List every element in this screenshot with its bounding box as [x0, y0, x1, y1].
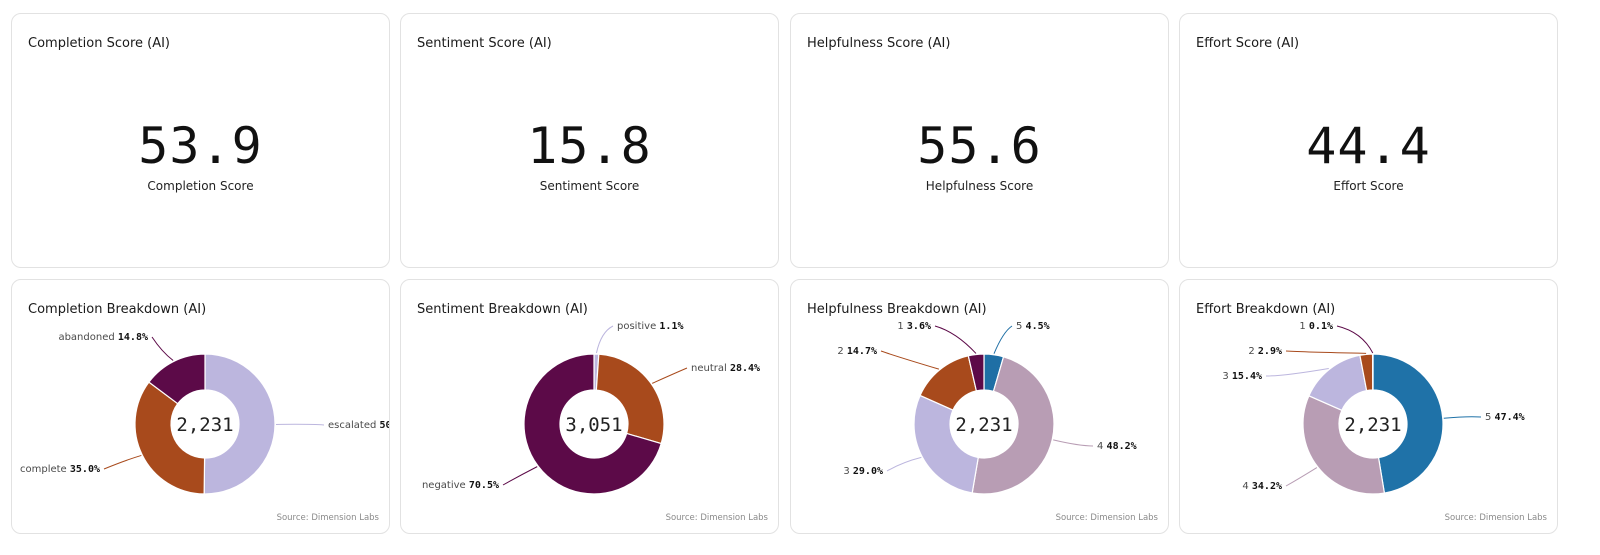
breakdown-card-sentiment: Sentiment Breakdown (AI) positive 1.1% ne…: [400, 279, 779, 534]
leader-line: [652, 367, 688, 384]
leader-line: [934, 325, 977, 354]
donut-slice: [971, 356, 1055, 495]
leader-line: [1265, 367, 1329, 377]
card-title: Helpfulness Breakdown (AI): [807, 302, 987, 317]
leader-line: [1336, 325, 1374, 354]
source-note: Source: Dimension Labs: [665, 513, 768, 523]
slice-label: 3 15.4%: [1222, 371, 1262, 382]
leader-line: [103, 454, 142, 470]
score-value: 15.8: [527, 117, 652, 175]
score-card-completion: Completion Score (AI) 53.9 Completion Sc…: [11, 13, 390, 268]
leader-line: [595, 325, 614, 354]
donut-chart: escalated 50. complete 35.0% abandoned 14.…: [20, 332, 390, 495]
card-title: Effort Breakdown (AI): [1196, 302, 1336, 317]
donut-slice: [967, 353, 985, 392]
donut-slice: [134, 381, 206, 495]
score-label: Completion Score: [147, 179, 254, 193]
donut-slice: [595, 353, 665, 445]
source-note: Source: Dimension Labs: [1444, 513, 1547, 523]
card-title: Completion Breakdown (AI): [28, 302, 207, 317]
leader-line: [275, 423, 325, 426]
source-note: Source: Dimension Labs: [276, 513, 379, 523]
slice-label: escalated 50.: [328, 420, 390, 431]
breakdown-card-helpfulness: Helpfulness Breakdown (AI) 5 4.5% 4 48.2%…: [790, 279, 1169, 534]
card-title: Completion Score (AI): [28, 36, 171, 51]
score-value: 44.4: [1306, 117, 1431, 175]
score-card-sentiment: Sentiment Score (AI) 15.8 Sentiment Scor…: [400, 13, 779, 268]
source-note: Source: Dimension Labs: [1055, 513, 1158, 523]
card-title: Effort Score (AI): [1196, 36, 1300, 51]
score-card-helpfulness: Helpfulness Score (AI) 55.6 Helpfulness …: [790, 13, 1169, 268]
donut-total: 2,231: [1344, 414, 1401, 436]
card-title: Sentiment Breakdown (AI): [417, 302, 588, 317]
donut-slice: [913, 394, 979, 494]
leader-line: [886, 456, 922, 472]
slice-label: 2 2.9%: [1248, 346, 1282, 357]
slice-label: negative 70.5%: [422, 480, 499, 491]
leader-line: [993, 325, 1013, 354]
leader-line: [151, 336, 174, 361]
breakdown-card-completion: Completion Breakdown (AI) escalated 50. c…: [11, 279, 390, 534]
slice-label: positive 1.1%: [617, 321, 684, 332]
slice-label: 1 0.1%: [1299, 321, 1333, 332]
card-title: Sentiment Score (AI): [417, 36, 552, 51]
donut-slice: [203, 353, 276, 495]
leader-line: [1285, 350, 1367, 354]
donut-chart: 5 4.5% 4 48.2% 3 29.0% 2 14.7% 1 3.6% 2,231: [837, 321, 1137, 495]
score-label: Helpfulness Score: [925, 179, 1034, 193]
donut-slice: [148, 353, 206, 405]
donut-slice: [1302, 395, 1386, 495]
donut-total: 2,231: [176, 414, 233, 436]
donut-slice: [523, 353, 662, 495]
leader-line: [1443, 416, 1482, 419]
score-value: 55.6: [917, 117, 1042, 175]
score-label: Effort Score: [1333, 179, 1404, 193]
donut-chart: positive 1.1% neutral 28.4% negative 70.5%…: [422, 321, 760, 495]
donut-total: 2,231: [955, 414, 1012, 436]
score-card-effort: Effort Score (AI) 44.4 Effort Score: [1179, 13, 1558, 268]
leader-line: [880, 350, 940, 370]
card-title: Helpfulness Score (AI): [807, 36, 951, 51]
slice-label: 2 14.7%: [837, 346, 877, 357]
slice-label: 5 47.4%: [1485, 412, 1525, 423]
donut-total: 3,051: [565, 414, 622, 436]
score-value: 53.9: [138, 117, 263, 175]
leader-line: [1285, 467, 1318, 487]
slice-label: 3 29.0%: [843, 466, 883, 477]
donut-slice: [1372, 353, 1444, 494]
slice-label: abandoned 14.8%: [58, 332, 148, 343]
donut-chart: 5 47.4% 4 34.2% 3 15.4% 2 2.9% 1 0.1% 2,231: [1222, 321, 1525, 495]
leader-line: [502, 466, 538, 486]
leader-line: [1053, 439, 1094, 447]
slice-label: 4 34.2%: [1242, 481, 1282, 492]
score-label: Sentiment Score: [539, 179, 640, 193]
slice-label: neutral 28.4%: [691, 363, 760, 374]
slice-label: 4 48.2%: [1097, 441, 1137, 452]
slice-label: complete 35.0%: [20, 464, 100, 475]
breakdown-card-effort: Effort Breakdown (AI) 5 47.4% 4 34.2% 3 15…: [1179, 279, 1558, 534]
slice-label: 1 3.6%: [897, 321, 931, 332]
slice-label: 5 4.5%: [1016, 321, 1050, 332]
